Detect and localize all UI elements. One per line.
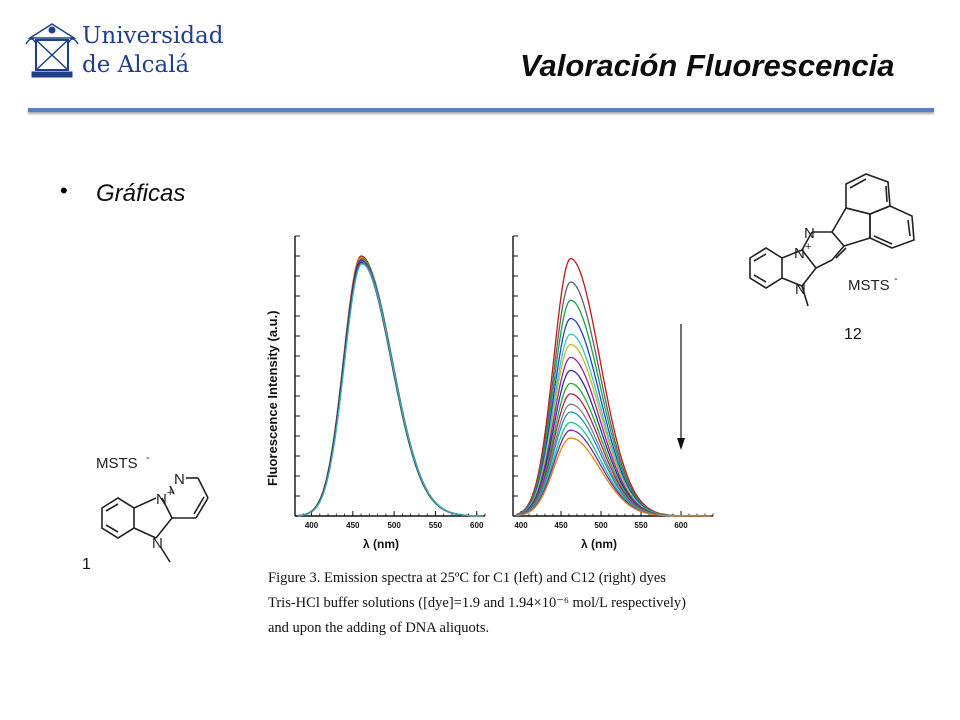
emission-spectra-figure: Fluorescence Intensity (a.u.) 400 450 500 5… <box>265 235 714 551</box>
molecule-1-counter-ion: MSTS <box>96 455 138 472</box>
molecule-1-atom-n-plus: N <box>156 491 167 508</box>
left-x-axis-label: λ (nm) <box>363 537 399 551</box>
left-x-tick-label: 550 <box>429 521 443 530</box>
left-series-line-6 <box>298 263 484 517</box>
molecule-1-structure: MSTS - N N + N <box>96 452 209 563</box>
left-series-line-4 <box>298 260 484 517</box>
title-divider <box>28 108 934 112</box>
left-x-tick-label: 600 <box>470 521 484 530</box>
molecule-12-structure: N N + N MSTS - <box>749 173 915 307</box>
molecule-12-atom-n-plus: N <box>794 245 805 262</box>
logo-line-1: Universidad <box>82 23 224 49</box>
right-x-tick-label: 550 <box>634 521 648 530</box>
university-logo <box>25 23 79 78</box>
right-x-tick-label: 450 <box>554 521 568 530</box>
y-axis-label: Fluorescence Intensity (a.u.) <box>265 310 280 486</box>
left-panel: 400 450 500 550 600 <box>294 235 486 530</box>
caption-line-1: Figure 3. Emission spectra at 25ºC for C… <box>268 570 666 586</box>
molecule-12-minus-sign: - <box>894 273 898 285</box>
caption-line-3: and upon the adding of DNA aliquots. <box>268 620 490 636</box>
molecule-1-atom-n-top: N <box>174 471 185 488</box>
logo-line-2: de Alcalá <box>82 52 190 78</box>
right-series-line-14 <box>516 437 712 517</box>
bullet-dot: • <box>60 178 68 203</box>
left-series-line-0 <box>298 255 484 517</box>
molecule-1-atom-n-bottom: N <box>152 535 163 552</box>
right-panel: 400 450 500 550 600 <box>512 235 714 530</box>
left-series-line-3 <box>298 259 484 517</box>
left-x-tick-label: 450 <box>346 521 360 530</box>
molecule-12-label: 12 <box>844 326 862 343</box>
logo-text: Universidad de Alcalá <box>82 22 223 80</box>
left-x-tick-label: 400 <box>305 521 319 530</box>
right-x-tick-label: 500 <box>594 521 608 530</box>
molecule-12-plus-sign: + <box>805 241 811 253</box>
bullet-text: Gráficas <box>96 180 186 207</box>
right-x-axis-label: λ (nm) <box>581 537 617 551</box>
molecule-1-minus-sign: - <box>146 452 150 464</box>
left-series-line-5 <box>298 261 484 517</box>
molecule-12-atom-n-bottom: N <box>795 281 806 298</box>
caption-line-2: Tris-HCl buffer solutions ([dye]=1.9 and… <box>268 595 686 611</box>
left-x-tick-label: 500 <box>387 521 401 530</box>
right-x-tick-label: 600 <box>674 521 688 530</box>
slide-title: Valoración Fluorescencia <box>520 48 895 83</box>
molecule-12-atom-n-top: N <box>804 225 815 242</box>
figure-caption: Figure 3. Emission spectra at 25ºC for C… <box>268 566 738 641</box>
molecule-1-label: 1 <box>82 556 91 573</box>
left-series-line-1 <box>298 256 484 517</box>
molecule-1-plus-sign: + <box>167 487 173 499</box>
decrease-arrow-head <box>677 438 685 450</box>
left-series-line-2 <box>298 258 484 517</box>
molecule-12-counter-ion: MSTS <box>848 277 890 294</box>
right-x-tick-label: 400 <box>514 521 528 530</box>
